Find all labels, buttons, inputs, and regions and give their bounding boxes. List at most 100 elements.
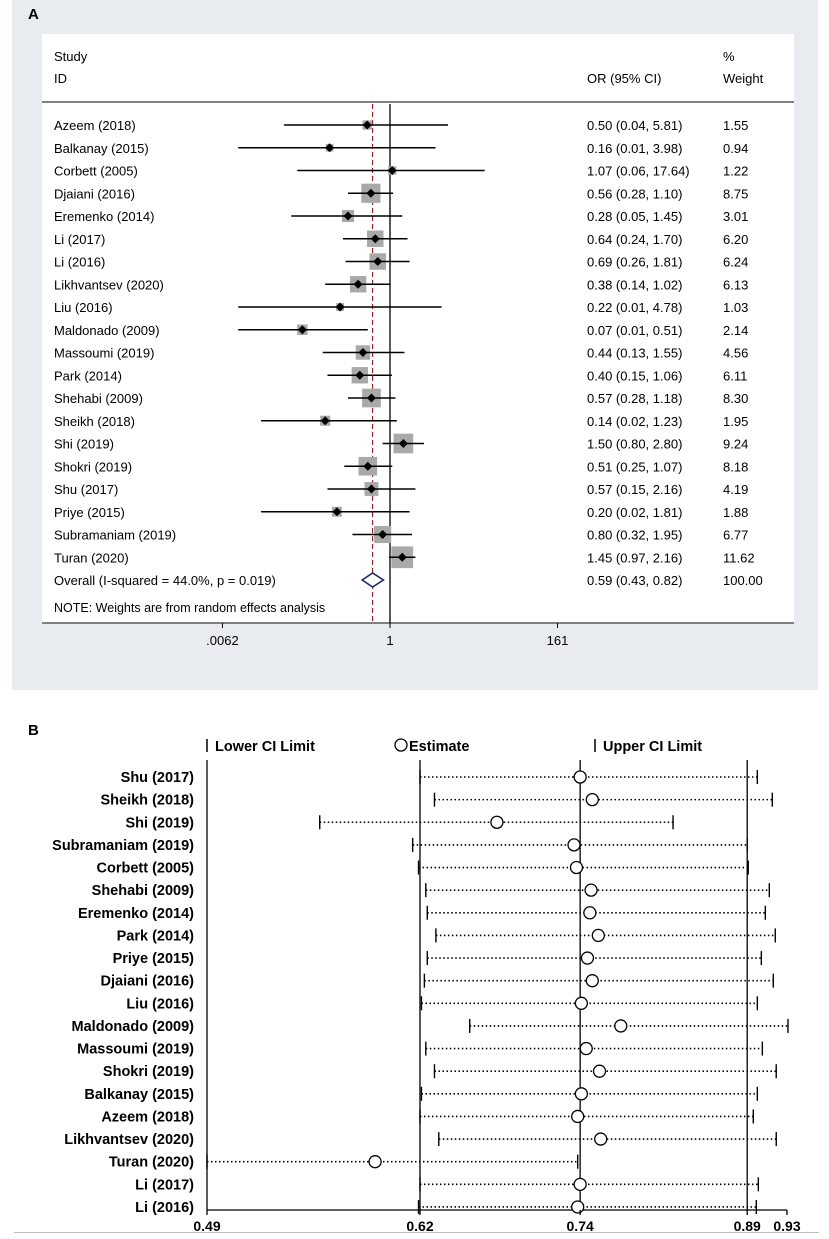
overall-or-ci: 0.59 (0.43, 0.82) xyxy=(587,573,682,588)
point-estimate xyxy=(325,143,335,153)
study-name: Priye (2015) xyxy=(54,505,125,520)
study-name: Park (2014) xyxy=(54,368,122,383)
x-tick-label: 1 xyxy=(386,633,393,648)
weight-value: 6.13 xyxy=(723,277,748,292)
point-estimate xyxy=(335,302,345,312)
or-ci-value: 0.16 (0.01, 3.98) xyxy=(587,141,682,156)
panel-b-label: B xyxy=(28,722,39,739)
point-estimate xyxy=(353,279,363,289)
legend-lower-label: Lower CI Limit xyxy=(215,739,315,755)
study-name: Likhvantsev (2020) xyxy=(54,277,164,292)
point-estimate xyxy=(366,484,376,494)
point-estimate xyxy=(370,234,380,244)
point-estimate xyxy=(363,461,373,471)
weight-value: 1.88 xyxy=(723,505,748,520)
omitted-study-label: Djaiani (2016) xyxy=(101,974,195,990)
study-name: Massoumi (2019) xyxy=(54,346,154,361)
omitted-study-label: Azeem (2018) xyxy=(101,1109,194,1125)
or-ci-value: 0.38 (0.14, 1.02) xyxy=(587,277,682,292)
or-ci-value: 1.07 (0.06, 17.64) xyxy=(587,164,690,179)
weight-value: 1.03 xyxy=(723,300,748,315)
point-estimate xyxy=(332,507,342,517)
weight-value: 9.24 xyxy=(723,437,748,452)
point-estimate xyxy=(358,348,368,357)
forest-plot: Azeem (2018) 0.50 (0.04, 5.81) 1.55 Balkana… xyxy=(54,104,763,648)
study-name: Balkanay (2015) xyxy=(54,141,149,156)
weight-value: 8.18 xyxy=(723,459,748,474)
header-weight: Weight xyxy=(723,71,764,86)
weight-value: 8.75 xyxy=(723,186,748,201)
estimate-circle xyxy=(573,770,587,784)
or-ci-value: 0.80 (0.32, 1.95) xyxy=(587,528,682,543)
estimate-circle xyxy=(573,1177,587,1191)
x-tick-label: 0.62 xyxy=(406,1218,433,1234)
study-name: Djaiani (2016) xyxy=(54,186,135,201)
estimate-circle xyxy=(583,906,597,920)
x-tick-label: 0.93 xyxy=(773,1218,800,1234)
estimate-circle xyxy=(594,1132,608,1146)
or-ci-value: 0.40 (0.15, 1.06) xyxy=(587,368,682,383)
estimate-circle xyxy=(585,974,599,988)
omitted-study-label: Shu (2017) xyxy=(121,770,194,786)
weight-value: 1.55 xyxy=(723,118,748,133)
or-ci-value: 0.57 (0.15, 2.16) xyxy=(587,482,682,497)
study-name: Azeem (2018) xyxy=(54,118,136,133)
x-tick-label: 0.49 xyxy=(193,1218,220,1234)
estimate-circle xyxy=(571,1200,585,1214)
point-estimate xyxy=(397,552,407,562)
estimate-circle xyxy=(567,838,581,852)
estimate-circle xyxy=(571,1109,585,1124)
or-ci-value: 1.45 (0.97, 2.16) xyxy=(587,550,682,565)
x-tick-label: 161 xyxy=(547,633,569,648)
or-ci-value: 0.20 (0.02, 1.81) xyxy=(587,505,682,520)
overall-label: Overall (I-squared = 44.0%, p = 0.019) xyxy=(54,573,276,588)
point-estimate xyxy=(378,530,388,539)
weight-value: 0.94 xyxy=(723,141,748,156)
weight-value: 6.20 xyxy=(723,232,748,247)
point-estimate xyxy=(320,416,330,426)
point-estimate xyxy=(297,325,307,335)
weight-value: 8.30 xyxy=(723,391,748,406)
omitted-study-label: Park (2014) xyxy=(117,928,195,944)
estimate-circle xyxy=(574,1087,589,1101)
omitted-study-label: Shehabi (2009) xyxy=(92,883,195,899)
weight-value: 6.11 xyxy=(723,368,747,383)
sensitivity-plot: Shu (2017) Sheikh (2018) Shi (2019) Subrama… xyxy=(52,760,801,1234)
weight-value: 2.14 xyxy=(723,323,748,338)
omitted-study-label: Subramaniam (2019) xyxy=(52,838,194,854)
study-name: Shi (2019) xyxy=(54,437,114,452)
point-estimate xyxy=(373,257,383,266)
estimate-circle xyxy=(614,1019,628,1033)
weights-note: NOTE: Weights are from random effects an… xyxy=(54,601,325,615)
overall-weight: 100.00 xyxy=(723,573,763,588)
estimate-circle xyxy=(584,883,598,897)
legend-estimate-label: Estimate xyxy=(409,739,469,755)
or-ci-value: 0.14 (0.02, 1.23) xyxy=(587,414,682,429)
study-name: Shu (2017) xyxy=(54,482,118,497)
weight-value: 6.24 xyxy=(723,255,748,270)
or-ci-value: 0.44 (0.13, 1.55) xyxy=(587,346,682,361)
x-tick-label: 0.74 xyxy=(567,1218,594,1234)
omitted-study-label: Corbett (2005) xyxy=(97,861,195,877)
panel-a-plot-area xyxy=(42,34,794,624)
estimate-circle xyxy=(585,792,599,807)
point-estimate xyxy=(366,393,376,403)
weight-value: 11.62 xyxy=(723,550,755,565)
header-id: ID xyxy=(54,71,67,86)
omitted-study-label: Shokri (2019) xyxy=(103,1064,194,1080)
weight-value: 4.56 xyxy=(723,346,748,361)
study-name: Shokri (2019) xyxy=(54,459,132,474)
point-estimate xyxy=(398,439,408,448)
or-ci-value: 1.50 (0.80, 2.80) xyxy=(587,437,682,452)
omitted-study-label: Eremenko (2014) xyxy=(78,906,194,922)
omitted-study-label: Sheikh (2018) xyxy=(101,793,195,809)
study-name: Maldonado (2009) xyxy=(54,323,160,338)
estimate-circle xyxy=(368,1155,382,1169)
legend-estimate-marker xyxy=(394,738,408,752)
study-name: Liu (2016) xyxy=(54,300,113,315)
omitted-study-label: Likhvantsev (2020) xyxy=(64,1132,194,1148)
panel-a-label: A xyxy=(28,6,39,23)
legend-upper-label: Upper CI Limit xyxy=(603,739,702,755)
or-ci-value: 0.57 (0.28, 1.18) xyxy=(587,391,682,406)
